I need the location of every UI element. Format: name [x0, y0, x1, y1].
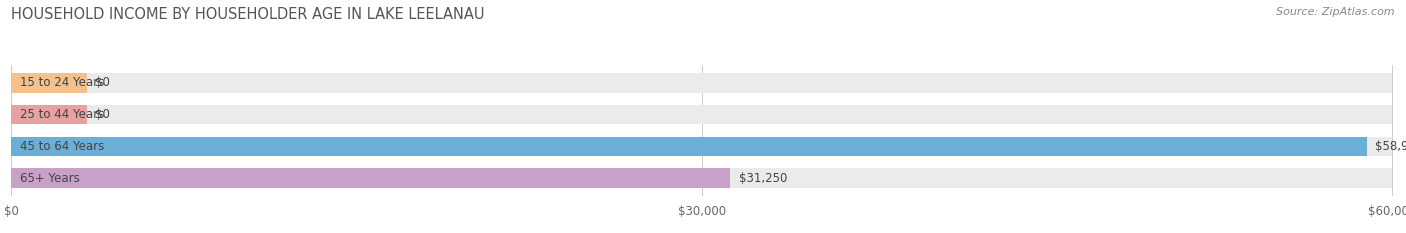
Bar — [11, 105, 87, 124]
Bar — [11, 168, 1392, 188]
Bar — [11, 73, 87, 93]
Text: 45 to 64 Years: 45 to 64 Years — [20, 140, 104, 153]
Bar — [11, 73, 1392, 93]
Text: 65+ Years: 65+ Years — [20, 172, 79, 185]
Text: $0: $0 — [96, 108, 110, 121]
Text: HOUSEHOLD INCOME BY HOUSEHOLDER AGE IN LAKE LEELANAU: HOUSEHOLD INCOME BY HOUSEHOLDER AGE IN L… — [11, 7, 485, 22]
Bar — [11, 137, 1367, 156]
Text: $58,906: $58,906 — [1375, 140, 1406, 153]
Bar — [11, 105, 1392, 124]
Bar — [11, 137, 1392, 156]
Text: Source: ZipAtlas.com: Source: ZipAtlas.com — [1277, 7, 1395, 17]
Text: 15 to 24 Years: 15 to 24 Years — [20, 76, 104, 89]
Text: $31,250: $31,250 — [738, 172, 787, 185]
Text: $0: $0 — [96, 76, 110, 89]
Text: 25 to 44 Years: 25 to 44 Years — [20, 108, 104, 121]
Bar — [11, 168, 730, 188]
